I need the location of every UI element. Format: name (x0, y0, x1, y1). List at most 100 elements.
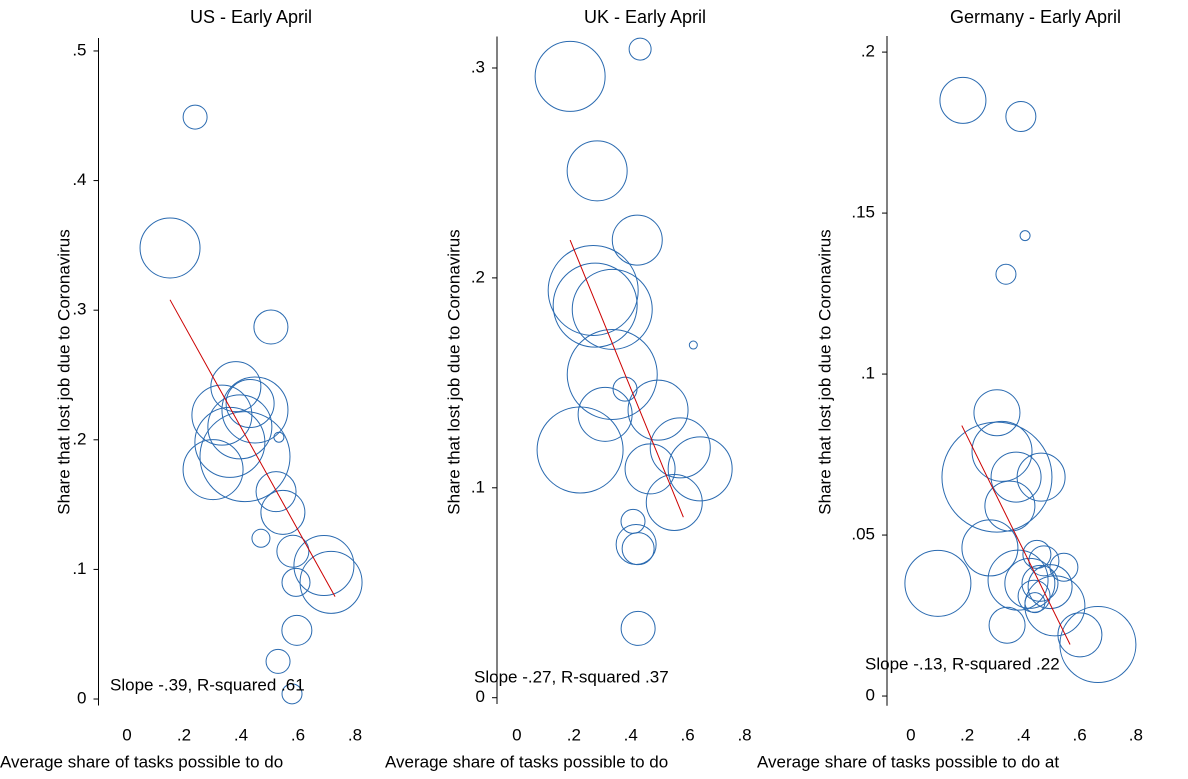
y-axis-label: Share that lost job due to Coronavirus (54, 229, 73, 514)
bubble (627, 379, 689, 441)
panel-title: UK - Early April (584, 7, 706, 27)
bubble (941, 421, 1053, 533)
fit-line (169, 299, 336, 597)
bubble (276, 534, 310, 568)
fit-line (569, 239, 684, 518)
bubble (904, 549, 972, 617)
bubble (194, 406, 266, 478)
y-tick-label: .4 (72, 170, 86, 189)
fit-line (961, 425, 1071, 645)
y-tick-label: .15 (851, 203, 875, 222)
bubble (139, 217, 201, 279)
bubble (667, 436, 733, 502)
bubble (251, 528, 271, 548)
y-tick-label: .1 (72, 559, 86, 578)
bubble (1024, 575, 1086, 637)
bubble (281, 567, 311, 597)
bubble (984, 480, 1036, 532)
bubble (971, 420, 1033, 482)
y-tick-label: 0 (866, 686, 875, 705)
bubble (624, 443, 676, 495)
bubble (260, 489, 306, 535)
x-tick-label: .6 (291, 725, 305, 744)
x-tick-label: .2 (567, 725, 581, 744)
bubble (1017, 579, 1051, 613)
x-axis-label: Average share of tasks possible to do (385, 752, 668, 771)
y-tick-label: .2 (471, 267, 485, 286)
bubble (566, 328, 658, 420)
bubble (1019, 230, 1031, 242)
bubble (225, 379, 275, 429)
bubble (255, 471, 297, 513)
annotation: Slope -.13, R-squared .22 (865, 654, 1060, 673)
bubble (1059, 606, 1137, 684)
bubble (182, 439, 244, 501)
bubble (221, 376, 289, 444)
bubble (571, 268, 653, 350)
bubble (1022, 539, 1052, 569)
y-tick-label: .2 (72, 429, 86, 448)
x-tick-label: .4 (1016, 725, 1030, 744)
y-tick-label: .1 (861, 364, 875, 383)
bubble (1049, 552, 1079, 582)
bubble (628, 37, 652, 61)
bubble (1016, 452, 1066, 502)
bubble (995, 263, 1017, 285)
bubble (182, 104, 208, 130)
y-tick-label: .2 (861, 42, 875, 61)
bubble (299, 550, 363, 614)
bubble (1057, 612, 1103, 658)
x-tick-label: 0 (122, 725, 131, 744)
bubble (990, 451, 1042, 503)
y-tick-label: 0 (476, 687, 485, 706)
panel-title: US - Early April (190, 7, 312, 27)
bubble (612, 376, 638, 402)
bubble (611, 214, 663, 266)
y-tick-label: .3 (72, 300, 86, 319)
bubble (961, 519, 1019, 577)
bubble (253, 309, 289, 345)
bubble (645, 473, 703, 531)
bubble (620, 508, 646, 534)
bubble (1004, 557, 1056, 609)
x-tick-label: .8 (737, 725, 751, 744)
bubble (620, 610, 656, 646)
x-tick-label: .4 (234, 725, 248, 744)
x-axis-label: Average share of tasks possible to do at (757, 752, 1059, 771)
y-tick-label: 0 (77, 689, 86, 708)
bubble (293, 535, 355, 597)
panel-title: Germany - Early April (950, 7, 1121, 27)
bubble (577, 386, 633, 442)
bubble (210, 361, 262, 413)
x-tick-label: .2 (177, 725, 191, 744)
y-axis-label: Share that lost job due to Coronavirus (815, 229, 834, 514)
x-tick-label: .8 (348, 725, 362, 744)
x-tick-label: .2 (960, 725, 974, 744)
y-tick-label: .5 (72, 40, 86, 59)
bubble (649, 417, 711, 479)
bubble (552, 262, 638, 348)
x-tick-label: .4 (624, 725, 638, 744)
bubble (207, 394, 273, 460)
x-tick-label: .6 (681, 725, 695, 744)
bubble (939, 76, 987, 124)
y-tick-label: .3 (471, 57, 485, 76)
x-tick-label: .8 (1129, 725, 1143, 744)
bubble (988, 606, 1026, 644)
x-tick-label: 0 (512, 725, 521, 744)
annotation: Slope -.27, R-squared .37 (474, 667, 669, 686)
bubble (1005, 100, 1037, 132)
annotation: Slope -.39, R-squared .61 (110, 675, 305, 694)
bubble (987, 549, 1049, 611)
bubble (199, 411, 291, 503)
x-axis-label: Average share of tasks possible to do (0, 752, 283, 771)
bubble (1021, 564, 1059, 602)
bubble (536, 406, 624, 494)
bubble (973, 389, 1021, 437)
bubble (566, 140, 628, 202)
bubble (281, 683, 303, 705)
bubble (273, 431, 285, 443)
bubble (281, 614, 313, 646)
x-tick-label: 0 (906, 725, 915, 744)
